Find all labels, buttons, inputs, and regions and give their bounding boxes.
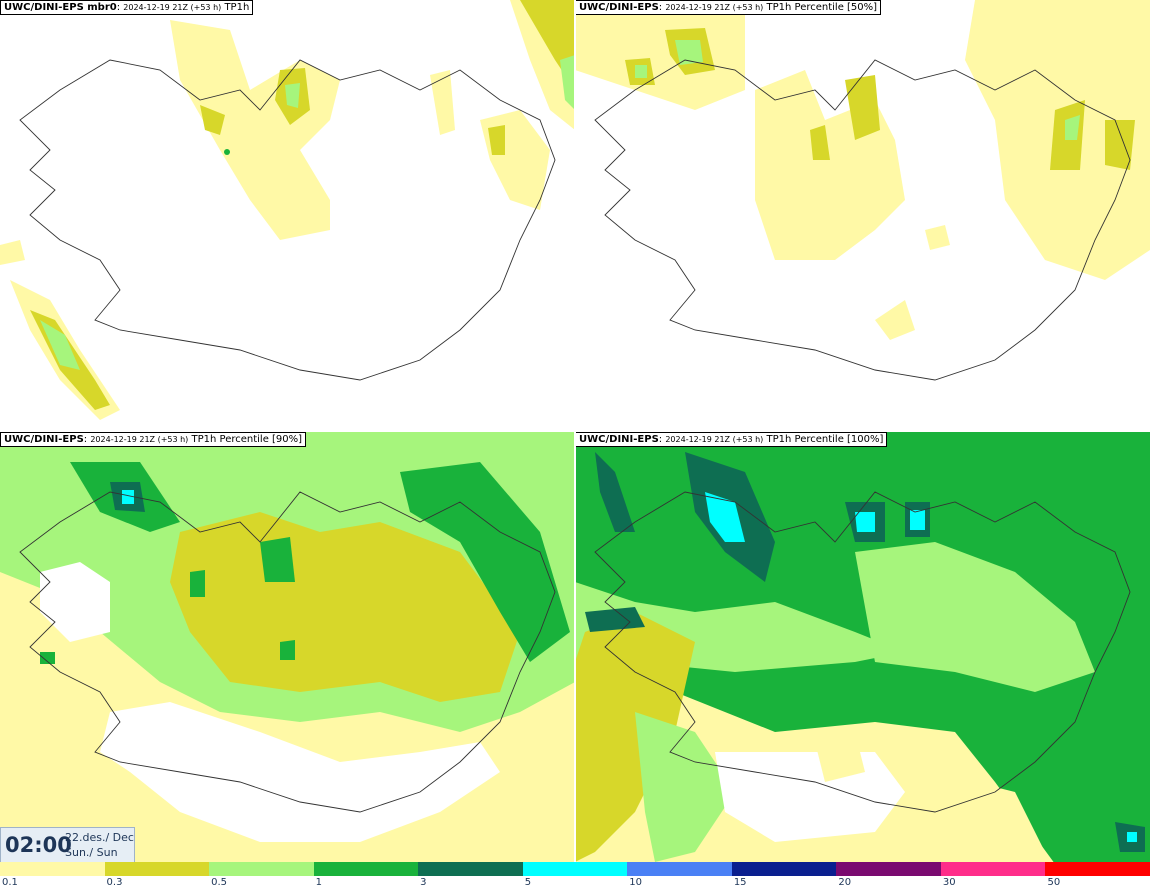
panel-title: UWC/DINI-EPS: 2024-12-19 21Z (+53 h) TP1…: [575, 0, 882, 15]
colorbar-tick-label: 10: [629, 877, 642, 888]
colorbar-segment: [940, 862, 1046, 876]
colorbar-segment: [522, 862, 628, 876]
colorbar-tick-label: 15: [733, 877, 747, 888]
iceland-coastline: [19, 59, 556, 381]
colorbar-segment: [1045, 862, 1150, 876]
precip-map-p100: [575, 432, 1150, 864]
precip-colorbar: [0, 862, 1150, 876]
colorbar-segment: [418, 862, 523, 876]
colorbar-tick-label: 3: [420, 877, 427, 888]
colorbar-segment: [836, 862, 941, 876]
precip-map-p90: [0, 432, 575, 864]
colorbar-tick-label: 50: [1047, 877, 1061, 888]
colorbar-segment: [627, 862, 732, 876]
panel-title: UWC/DINI-EPS: 2024-12-19 21Z (+53 h) TP1…: [0, 432, 307, 447]
precip-map-member0: [0, 0, 575, 420]
map-panel-member0: UWC/DINI-EPS mbr0: 2024-12-19 21Z (+53 h…: [0, 0, 575, 432]
panel-divider: [574, 0, 576, 862]
panel-title: UWC/DINI-EPS mbr0: 2024-12-19 21Z (+53 h…: [0, 0, 254, 15]
colorbar-tick-label: 0.3: [106, 877, 123, 888]
colorbar-segment: [313, 862, 419, 876]
map-panel-p90: UWC/DINI-EPS: 2024-12-19 21Z (+53 h) TP1…: [0, 432, 575, 864]
valid-time-box: 02:00 22.des./ Dec Sun./ Sun: [0, 827, 135, 863]
colorbar-tick-label: 0.5: [211, 877, 227, 888]
valid-time-clock: 02:00: [5, 833, 72, 857]
colorbar-tick-label: 1: [315, 877, 322, 888]
colorbar-segment: [209, 862, 314, 876]
colorbar-tick-label: 5: [524, 877, 532, 888]
map-panel-p50: UWC/DINI-EPS: 2024-12-19 21Z (+53 h) TP1…: [575, 0, 1150, 432]
colorbar-ticks: 0.1 0.3 0.5 1 3 5 10 15 20 30 50: [0, 876, 1150, 891]
colorbar-tick-label: 20: [838, 877, 852, 888]
colorbar-segment: [104, 862, 210, 876]
colorbar-segment: [731, 862, 837, 876]
precip-map-p50: [575, 0, 1150, 381]
colorbar-segment: [0, 862, 105, 876]
colorbar-tick-label: 0.1: [2, 877, 18, 888]
valid-time-date: 22.des./ Dec: [65, 831, 134, 844]
map-panel-p100: UWC/DINI-EPS: 2024-12-19 21Z (+53 h) TP1…: [575, 432, 1150, 864]
valid-time-day: Sun./ Sun: [65, 846, 118, 859]
colorbar-tick-label: 30: [942, 877, 956, 888]
panel-title: UWC/DINI-EPS: 2024-12-19 21Z (+53 h) TP1…: [575, 432, 888, 447]
